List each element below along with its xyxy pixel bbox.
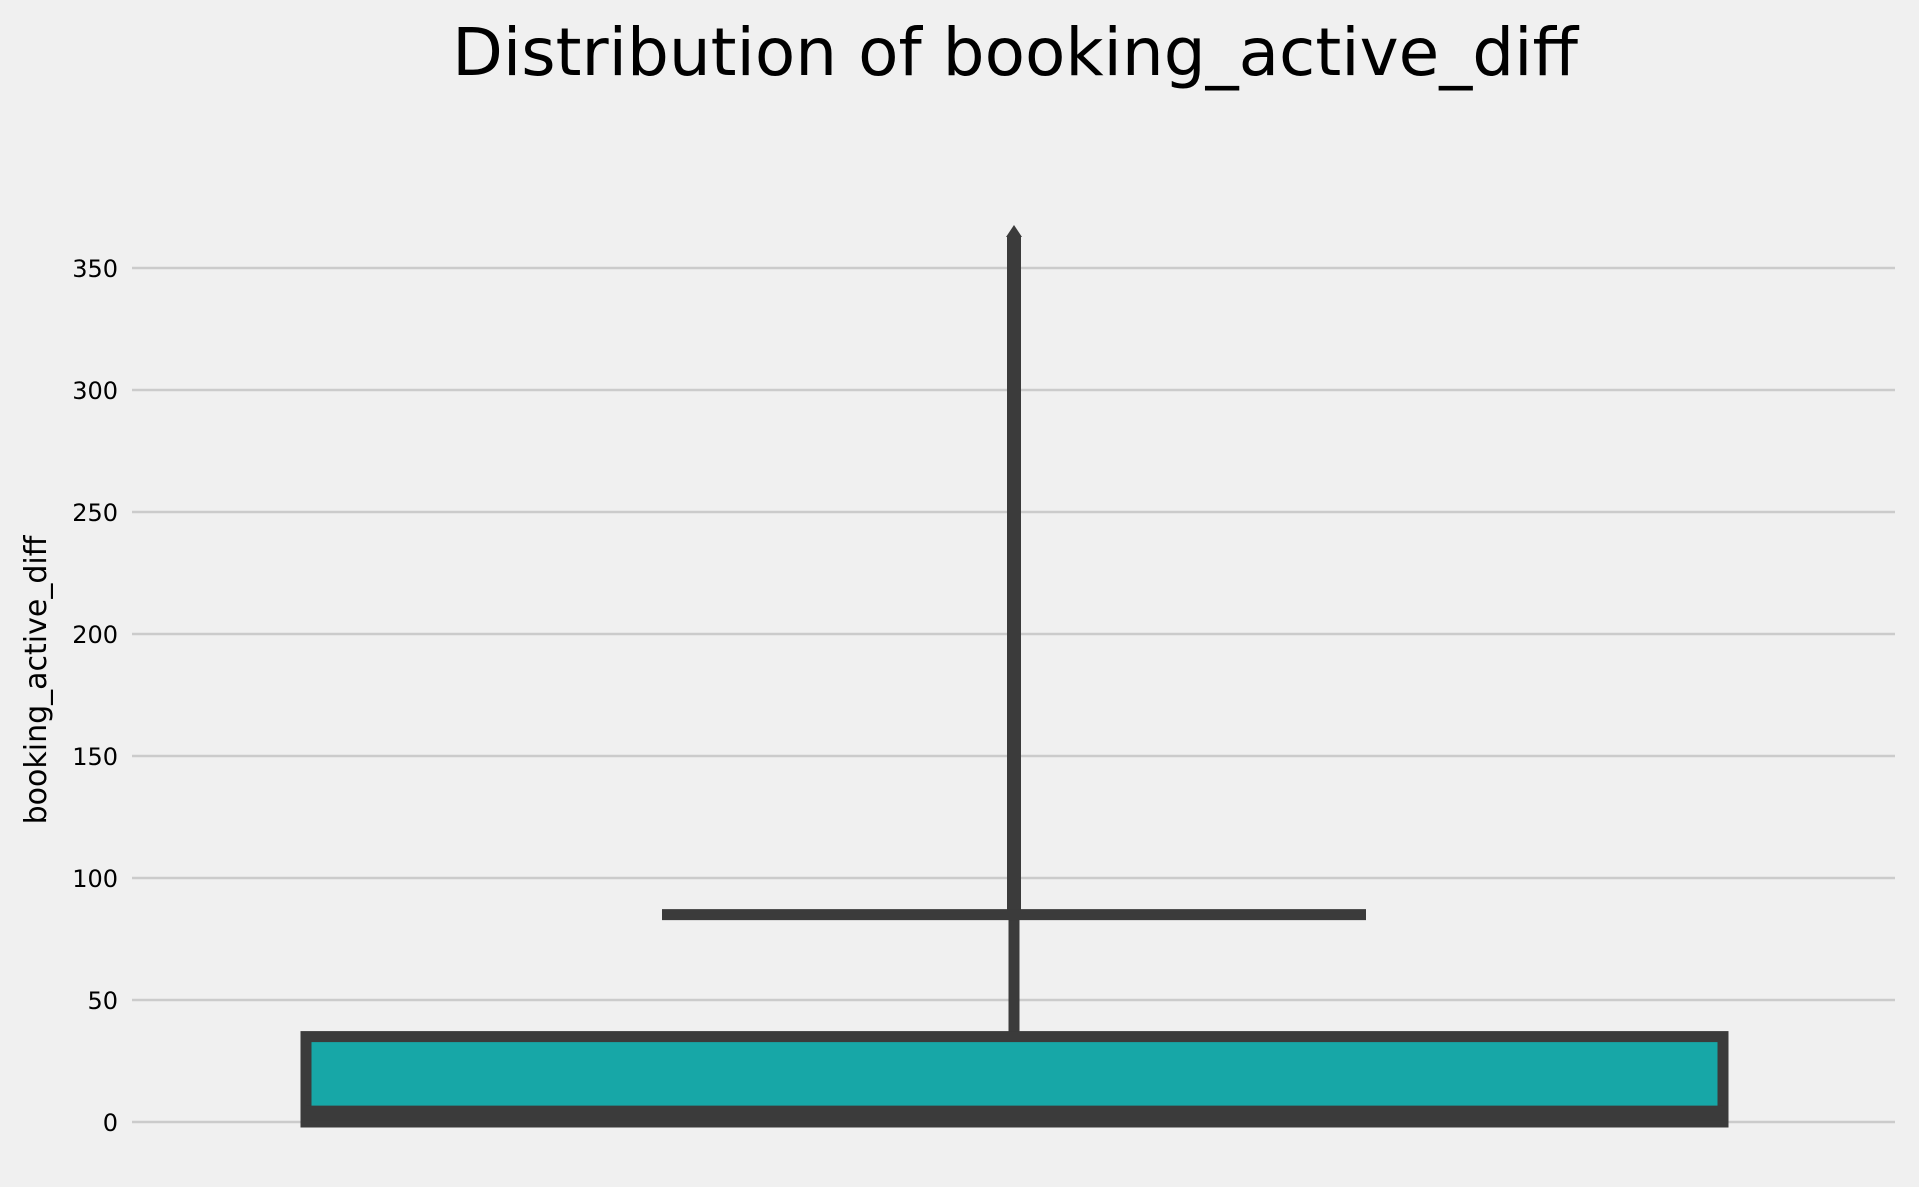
y-tick-label: 350	[72, 255, 118, 283]
y-tick-label: 200	[72, 621, 118, 649]
y-tick-label: 100	[72, 865, 118, 893]
chart-title: Distribution of booking_active_diff	[452, 14, 1579, 91]
y-tick-label: 50	[87, 987, 118, 1015]
y-tick-label: 150	[72, 743, 118, 771]
y-tick-layer: 0 50 100 150 200 250 300 350	[72, 255, 118, 1137]
y-tick-label: 250	[72, 499, 118, 527]
outlier-top-marker	[1006, 224, 1022, 237]
y-axis-label: booking_active_diff	[19, 534, 54, 824]
y-tick-label: 0	[103, 1109, 118, 1137]
y-tick-label: 300	[72, 377, 118, 405]
box-layer	[300, 224, 1729, 1128]
